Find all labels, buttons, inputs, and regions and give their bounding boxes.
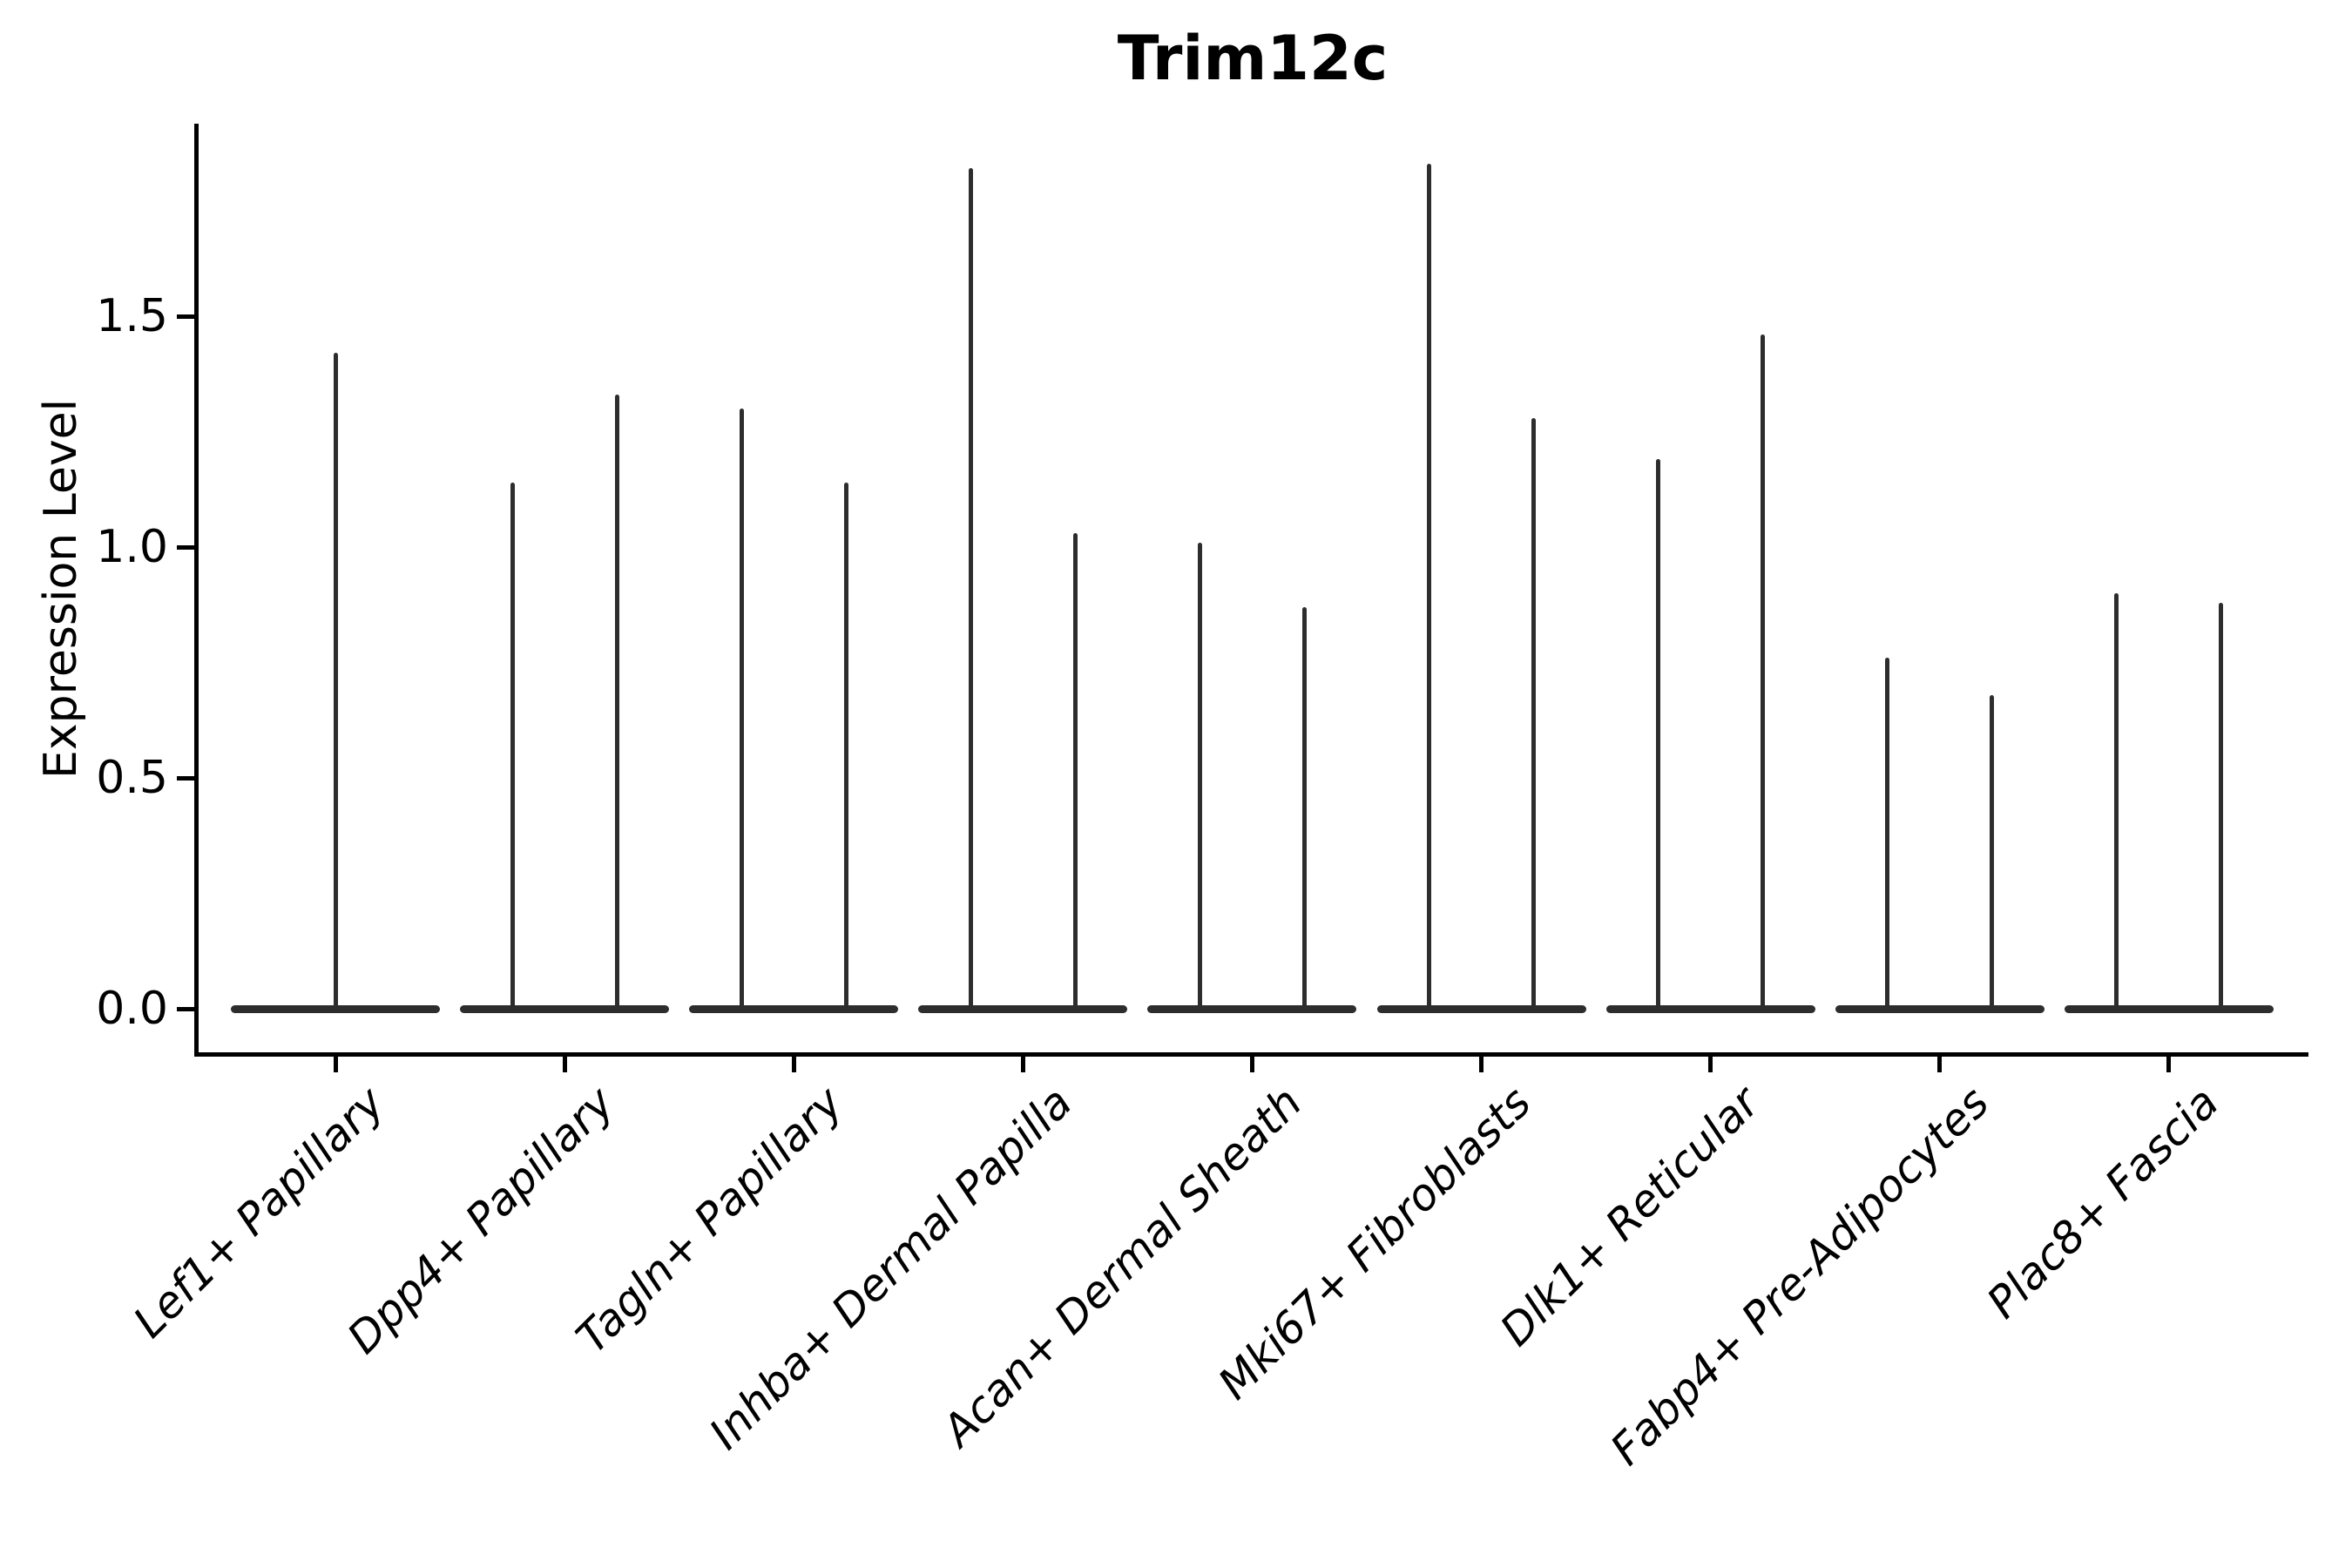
x-axis-spine <box>194 1052 2308 1057</box>
violin-spike <box>1885 658 1890 1009</box>
y-tick-label: 0.5 <box>96 752 168 804</box>
y-tick-label: 0.0 <box>96 983 168 1035</box>
violin-spike <box>1990 694 1995 1009</box>
violin-base <box>689 1004 899 1013</box>
chart-title: Trim12c <box>1117 23 1389 94</box>
violin-spike <box>1761 335 1766 1009</box>
violin-spike <box>1072 533 1078 1009</box>
violin-spike <box>333 353 338 1009</box>
x-tick <box>791 1057 796 1072</box>
violin-spike <box>2219 602 2224 1009</box>
y-tick-label: 1.0 <box>96 521 168 573</box>
violin-base <box>231 1004 440 1013</box>
violin-spike <box>843 482 848 1009</box>
violin-spike <box>510 482 515 1009</box>
violin-spike <box>614 395 619 1009</box>
violin-base <box>1147 1004 1357 1013</box>
violin-base <box>460 1004 670 1013</box>
violin-spike <box>1531 417 1536 1009</box>
violin-spike <box>1197 542 1202 1009</box>
violin-base <box>1605 1004 1815 1013</box>
y-tick <box>177 314 194 319</box>
violin-base <box>918 1004 1128 1013</box>
y-tick <box>177 1006 194 1011</box>
violin-spike <box>1301 606 1307 1009</box>
x-tick-label: Plac8+ Fascia <box>1977 1077 2228 1328</box>
violin-spike <box>1427 164 1431 1009</box>
violin-base <box>1376 1004 1586 1013</box>
violin-spike <box>968 168 973 1009</box>
violin-spike <box>739 409 744 1009</box>
x-tick-label: Fabp4+ Pre-Adipocytes <box>1600 1077 1999 1476</box>
y-tick-label: 1.5 <box>96 290 168 342</box>
violin-base <box>1835 1004 2044 1013</box>
x-tick <box>1479 1057 1484 1072</box>
x-tick <box>1937 1057 1943 1072</box>
violin-spike <box>2114 593 2119 1009</box>
x-tick <box>1249 1057 1254 1072</box>
violin-base <box>2064 1004 2274 1013</box>
x-tick <box>2166 1057 2172 1072</box>
x-tick-label: Lef1+ Papillary <box>124 1077 395 1348</box>
y-axis-spine <box>194 124 199 1057</box>
x-tick <box>333 1057 338 1072</box>
y-tick <box>177 775 194 781</box>
x-tick <box>1708 1057 1713 1072</box>
x-tick <box>562 1057 567 1072</box>
y-tick <box>177 544 194 550</box>
violin-spike <box>1656 459 1661 1009</box>
x-tick <box>1020 1057 1025 1072</box>
